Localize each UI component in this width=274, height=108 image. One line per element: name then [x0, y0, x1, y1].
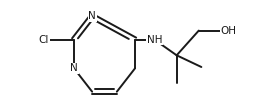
Text: N: N — [88, 11, 96, 21]
Text: NH: NH — [147, 35, 162, 45]
Text: OH: OH — [221, 26, 237, 36]
Text: N: N — [70, 63, 78, 73]
Text: Cl: Cl — [39, 35, 49, 45]
